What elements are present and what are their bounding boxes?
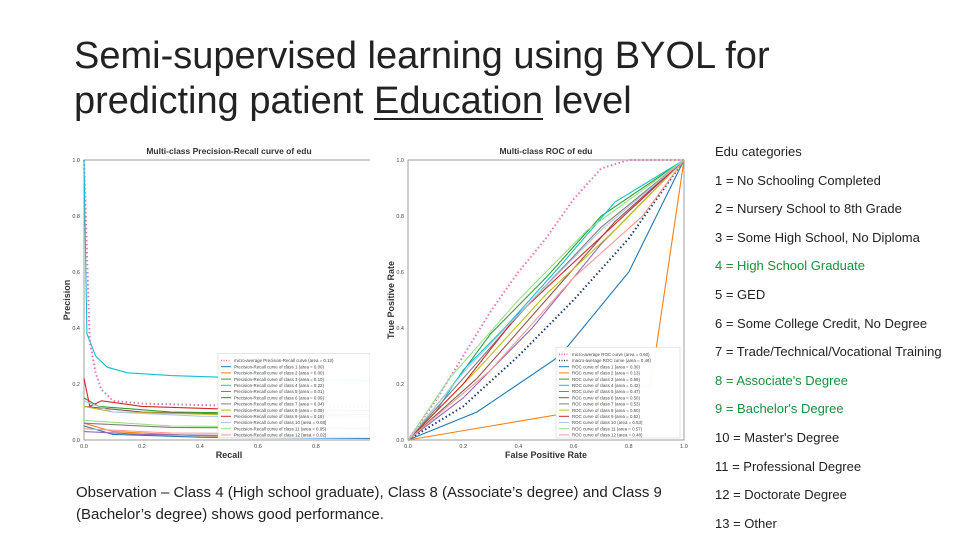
title-text-start: Semi-supervised learning using BYOL for … [74, 35, 770, 122]
title-text-end: level [543, 80, 632, 122]
edu-categories-header: Edu categories [715, 144, 802, 159]
x-tick-label: 0.2 [138, 444, 146, 450]
edu-category-item: 7 = Trade/Technical/Vocational Training [715, 344, 942, 360]
y-tick-label: 0.4 [72, 326, 80, 332]
y-tick-label: 0.8 [72, 214, 80, 220]
series-line [407, 159, 685, 441]
slide-title: Semi-supervised learning using BYOL for … [74, 34, 834, 124]
y-tick-label: 0.0 [396, 438, 404, 444]
x-tick-label: 0.8 [312, 444, 320, 450]
y-axis-label: Precision [62, 280, 72, 321]
x-tick-label: 1.0 [680, 444, 688, 450]
x-tick-label: 0.4 [196, 444, 204, 450]
x-tick-label: 0.0 [80, 444, 88, 450]
edu-category-item: 9 = Bachelor's Degree [715, 401, 844, 417]
chart-title: Multi-class ROC of edu [499, 146, 592, 156]
legend-entry: ROC curve of class 2 (area = 0.13) [572, 371, 640, 376]
legend-entry: micro-average Precision-Recall curve (ar… [234, 358, 334, 363]
legend-entry: Precision-Recall curve of class 5 (area … [234, 389, 324, 394]
observation-text: Observation – Class 4 (High school gradu… [76, 484, 662, 523]
y-tick-label: 1.0 [396, 158, 404, 164]
legend-entry: Precision-Recall curve of class 8 (area … [234, 408, 324, 413]
edu-categories-panel: Edu categories 1 = No Schooling Complete… [715, 142, 960, 542]
y-tick-label: 0.6 [396, 270, 404, 276]
edu-category-item: 12 = Doctorate Degree [715, 487, 847, 503]
legend-entry: Precision-Recall curve of class 2 (area … [234, 371, 324, 376]
legend-entry: Precision-Recall curve of class 3 (area … [234, 377, 324, 382]
edu-category-item: 10 = Master's Degree [715, 429, 840, 445]
legend-entry: macro-average ROC curve (area = 0.46) [572, 358, 651, 363]
legend-entry: Precision-Recall curve of class 10 (area… [234, 420, 327, 425]
precision-recall-chart: Multi-class Precision-Recall curve of ed… [60, 144, 382, 466]
title-underlined-word: Education [373, 80, 543, 122]
edu-category-item: 5 = GED [715, 286, 766, 302]
y-tick-label: 1.0 [72, 158, 80, 164]
plot-frame [407, 159, 685, 441]
chart-svg: Multi-class Precision-Recall curve of ed… [62, 146, 378, 460]
chart-svg: Multi-class ROC of edu 0.0 0.2 0.4 0.6 0.8 1.0… [386, 146, 688, 460]
series-line [407, 159, 684, 441]
y-tick-label: 0.2 [72, 382, 80, 388]
legend-entry: Precision-Recall curve of class 11 (area… [234, 426, 327, 431]
x-tick-label: 0.6 [254, 444, 262, 450]
series-line [407, 159, 685, 441]
x-tick-label: 0.4 [515, 444, 523, 450]
legend-entry: ROC curve of class 7 (area = 0.53) [572, 402, 640, 407]
legend-entry: ROC curve of class 3 (area = 0.59) [572, 377, 640, 382]
chart-title: Multi-class Precision-Recall curve of ed… [146, 146, 311, 156]
legend-entry: Precision-Recall curve of class 9 (area … [234, 414, 324, 419]
edu-category-item: 8 = Associate's Degree [715, 372, 848, 388]
legend-entry: ROC curve of class 9 (area = 0.52) [572, 414, 640, 419]
y-tick-label: 0.6 [72, 270, 80, 276]
legend-entry: ROC curve of class 12 (area = 0.48) [572, 433, 643, 438]
edu-category-item: 13 = Other [715, 515, 777, 531]
legend-entry: ROC curve of class 11 (area = 0.57) [572, 426, 643, 431]
legend-entry: Precision-Recall curve of class 7 (area … [234, 402, 324, 407]
legend-entry: Precision-Recall curve of class 6 (area … [234, 395, 324, 400]
y-tick-label: 0.2 [396, 382, 404, 388]
series-line [83, 159, 375, 382]
legend-entry: ROC curve of class 8 (area = 0.50) [572, 408, 640, 413]
legend-entry: ROC curve of class 6 (area = 0.50) [572, 395, 640, 400]
series-line [407, 159, 685, 441]
series-line [407, 159, 685, 441]
edu-category-item: 1 = No Schooling Completed [715, 172, 881, 188]
x-tick-label: 0.6 [570, 444, 578, 450]
series-line [407, 159, 685, 441]
legend-entry: Precision-Recall curve of class 12 (area… [234, 433, 327, 438]
legend-entry: Precision-Recall curve of class 4 (area … [234, 383, 324, 388]
y-axis-label: True Positive Rate [386, 261, 396, 339]
x-axis-label: Recall [216, 450, 243, 460]
legend-box [555, 346, 681, 439]
x-axis-label: False Positive Rate [505, 450, 587, 460]
legend-entry: ROC curve of class 1 (area = 0.30) [572, 364, 640, 369]
legend-entry: ROC curve of class 5 (area = 0.47) [572, 389, 640, 394]
legend-entry: Precision-Recall curve of class 1 (area … [234, 364, 324, 369]
edu-category-item: 6 = Some College Credit, No Degree [715, 315, 928, 331]
edu-category-item: 2 = Nursery School to 8th Grade [715, 201, 902, 217]
y-tick-label: 0.0 [72, 438, 80, 444]
x-tick-label: 0.8 [625, 444, 633, 450]
x-tick-label: 0.0 [404, 444, 412, 450]
legend-entry: ROC curve of class 10 (area = 0.53) [572, 420, 643, 425]
edu-category-item: 3 = Some High School, No Diploma [715, 229, 920, 245]
y-tick-label: 0.8 [396, 214, 404, 220]
roc-chart: Multi-class ROC of edu 0.0 0.2 0.4 0.6 0.8 1.0… [370, 144, 690, 466]
edu-category-item: 4 = High School Graduate [715, 258, 865, 274]
x-tick-label: 0.2 [459, 444, 467, 450]
edu-category-item: 11 = Professional Degree [715, 458, 862, 474]
y-tick-label: 0.4 [396, 326, 404, 332]
edu-categories-list: 1 = No Schooling Completed 2 = Nursery Sc… [715, 171, 960, 542]
legend-entry: ROC curve of class 4 (area = 0.42) [572, 383, 640, 388]
legend-entry: micro-average ROC curve (area = 0.60) [572, 352, 650, 357]
